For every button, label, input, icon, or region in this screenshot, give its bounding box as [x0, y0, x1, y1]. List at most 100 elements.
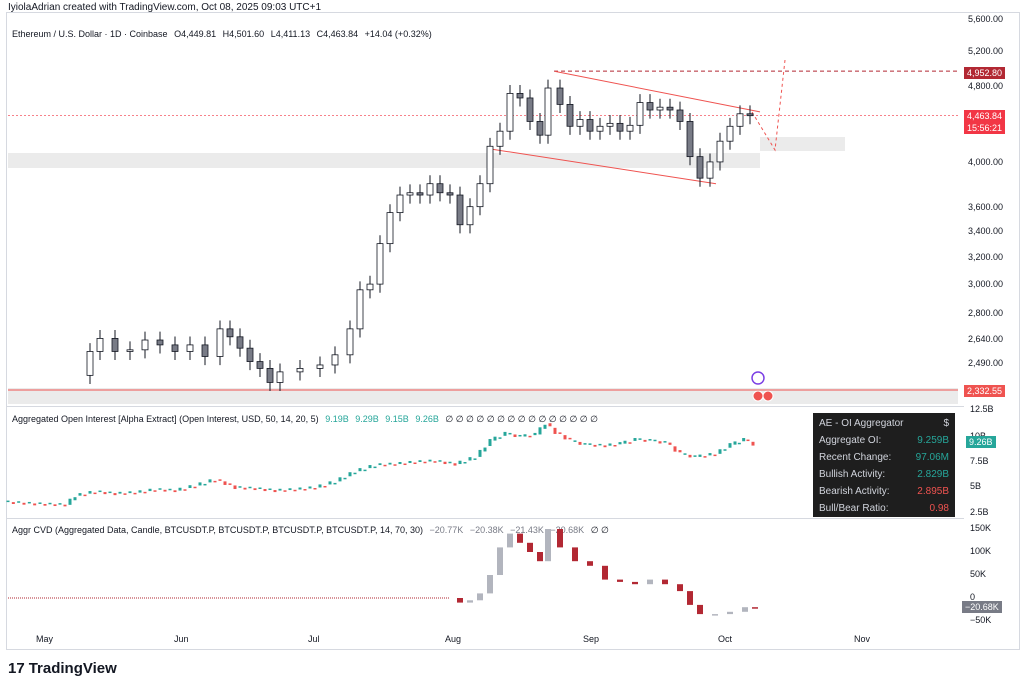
- candle-body: [536, 121, 544, 136]
- cvd-candle: [477, 593, 483, 601]
- cvd-candle: [742, 607, 748, 612]
- candle-body: [686, 121, 694, 158]
- oi-candle: [38, 502, 42, 504]
- oi-candle: [453, 463, 457, 466]
- oi-candle: [123, 493, 127, 495]
- oi-candle: [483, 447, 487, 452]
- oi-candle: [188, 485, 192, 489]
- cvd-tick: 50K: [970, 569, 987, 579]
- oi-row-value: 2.895B: [917, 486, 949, 497]
- oi-candle: [63, 504, 67, 507]
- oi-candle: [388, 462, 392, 465]
- price-tick: 3,400.00: [968, 226, 1004, 236]
- candle-body: [186, 344, 194, 352]
- oi-candle: [458, 460, 462, 465]
- oi-candle: [663, 441, 667, 443]
- oi-candle: [688, 454, 692, 458]
- oi-candle: [243, 487, 247, 490]
- oi-candle: [58, 503, 62, 505]
- oi-candle: [248, 486, 252, 489]
- channel-lower-line: [492, 148, 717, 185]
- oi-row-label: Bullish Activity:: [819, 469, 886, 480]
- oi-title[interactable]: Aggregated Open Interest [Alpha Extract]…: [12, 414, 319, 424]
- oi-candle: [578, 441, 582, 445]
- price-tick: 4,800.00: [968, 81, 1004, 91]
- candle-body: [496, 130, 504, 147]
- candle-body: [96, 338, 104, 352]
- oi-candle: [403, 463, 407, 466]
- oi-candle: [533, 432, 537, 436]
- pane-separator[interactable]: [6, 518, 964, 519]
- oi-candle: [628, 442, 632, 444]
- candle-body: [316, 364, 324, 369]
- cvd-candle: [487, 575, 493, 594]
- candle-body: [111, 338, 119, 352]
- oi-candle: [433, 461, 437, 463]
- oi-candle: [128, 491, 132, 494]
- cvd-candle: [632, 581, 638, 585]
- oi-candle: [318, 484, 322, 488]
- projection-path: [751, 59, 786, 152]
- month-label: May: [36, 634, 54, 644]
- oi-row-value: 97.06M: [915, 452, 949, 463]
- oi-candle: [213, 480, 217, 483]
- candle-body: [156, 339, 164, 346]
- oi-candle: [368, 465, 372, 469]
- oi-candle: [113, 493, 117, 496]
- pane-separator[interactable]: [6, 406, 964, 407]
- oi-candle: [178, 487, 182, 491]
- cvd-title[interactable]: Aggr CVD (Aggregated Data, Candle, BTCUS…: [12, 525, 423, 535]
- candle-body: [226, 328, 234, 338]
- symbol-title[interactable]: Ethereum / U.S. Dollar · 1D · Coinbase: [12, 29, 168, 39]
- oi-candle: [118, 491, 122, 494]
- oi-candle: [33, 503, 37, 506]
- candle-countdown: 15:56:21: [964, 122, 1006, 134]
- candle-body: [346, 328, 354, 356]
- oi-value-3: 9.15B: [385, 414, 409, 424]
- candle-body: [676, 109, 684, 122]
- oi-candle: [53, 504, 57, 507]
- candle-body: [666, 106, 674, 111]
- oi-candle: [73, 497, 77, 501]
- oi-candle: [333, 482, 337, 485]
- price-tick: 2,640.00: [968, 334, 1004, 344]
- oi-legend: Aggregated Open Interest [Alpha Extract]…: [12, 414, 598, 425]
- candle-body: [396, 194, 404, 214]
- candle-body: [586, 119, 594, 132]
- support-zone: [8, 153, 760, 168]
- us-flag-icon: [752, 390, 764, 402]
- candle-body: [236, 336, 244, 349]
- cvd-candle: [687, 591, 693, 605]
- cvd-tick: 150K: [970, 523, 992, 533]
- oi-candle: [223, 481, 227, 485]
- oi-value-4: 9.26B: [415, 414, 439, 424]
- oi-candle: [468, 457, 472, 461]
- cvd-candle: [662, 579, 668, 585]
- oi-candle: [708, 453, 712, 456]
- oi-candle: [413, 462, 417, 465]
- candle-body: [616, 122, 624, 132]
- oi-candle: [683, 453, 687, 455]
- cvd-candle: [647, 579, 653, 585]
- candle-body: [636, 102, 644, 126]
- oi-candle: [633, 438, 637, 441]
- oi-row-label: Aggregate OI:: [819, 435, 882, 446]
- close-value: C4,463.84: [316, 29, 359, 39]
- oi-candle: [428, 459, 432, 462]
- candle-body: [266, 368, 274, 383]
- oi-table-row: Aggregate OI: 9.259B: [819, 432, 949, 449]
- cvd-value-2: −20.38K: [469, 525, 504, 535]
- candle-body: [256, 361, 264, 369]
- price-tick: 3,600.00: [968, 202, 1004, 212]
- oi-candle: [418, 460, 422, 462]
- oi-candle: [218, 479, 222, 481]
- price-legend: Ethereum / U.S. Dollar · 1D · Coinbase O…: [12, 29, 432, 39]
- tradingview-logo[interactable]: 17 TradingView: [8, 660, 117, 677]
- oi-candle: [11, 502, 15, 504]
- oi-value-1: 9.19B: [325, 414, 349, 424]
- oi-candle: [278, 488, 282, 491]
- oi-candle: [108, 491, 112, 494]
- candle-body: [566, 104, 574, 127]
- oi-candle: [746, 439, 750, 442]
